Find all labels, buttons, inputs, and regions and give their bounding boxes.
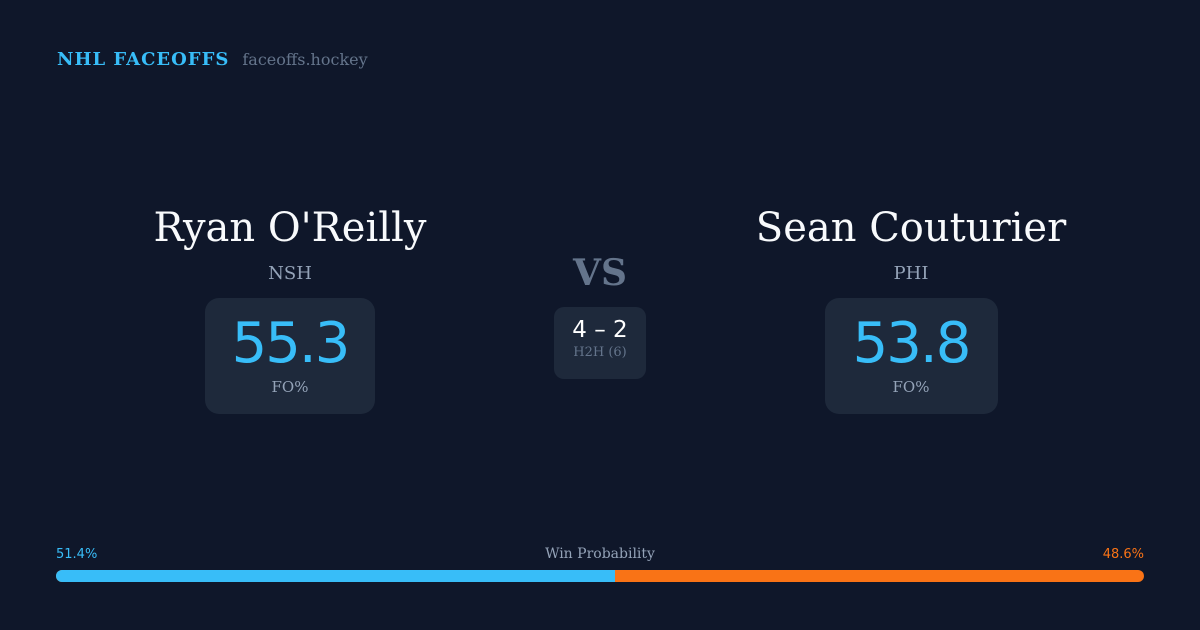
h2h-label: H2H (6) <box>573 345 627 360</box>
left-fo-label: FO% <box>271 378 309 396</box>
left-win-pct: 51.4% <box>56 546 98 562</box>
left-fo-value: 55.3 <box>231 311 351 376</box>
right-fo-value: 53.8 <box>852 311 972 376</box>
brand-site: faceoffs.hockey <box>242 50 368 69</box>
win-probability: 51.4% Win Probability 48.6% <box>56 543 1144 582</box>
h2h-card: 4 – 2 H2H (6) <box>554 307 646 379</box>
left-player-team: NSH <box>268 263 312 284</box>
right-fo-label: FO% <box>892 378 930 396</box>
brand-name: NHL FACEOFFS <box>57 49 230 70</box>
left-player-name: Ryan O'Reilly <box>153 205 427 251</box>
win-probability-label: Win Probability <box>545 546 655 562</box>
right-player-team: PHI <box>893 263 929 284</box>
left-fo-card: 55.3 FO% <box>205 298 375 414</box>
win-probability-bar <box>56 570 1144 582</box>
left-win-fill <box>56 570 616 582</box>
right-win-pct: 48.6% <box>1102 546 1144 562</box>
right-player: Sean Couturier PHI 53.8 FO% <box>701 205 1121 414</box>
right-player-name: Sean Couturier <box>755 205 1067 251</box>
right-fo-card: 53.8 FO% <box>824 298 998 414</box>
left-player: Ryan O'Reilly NSH 55.3 FO% <box>80 205 500 414</box>
vs-label: VS <box>573 252 627 294</box>
brand: NHL FACEOFFS faceoffs.hockey <box>57 49 368 70</box>
h2h-score: 4 – 2 <box>572 317 628 343</box>
